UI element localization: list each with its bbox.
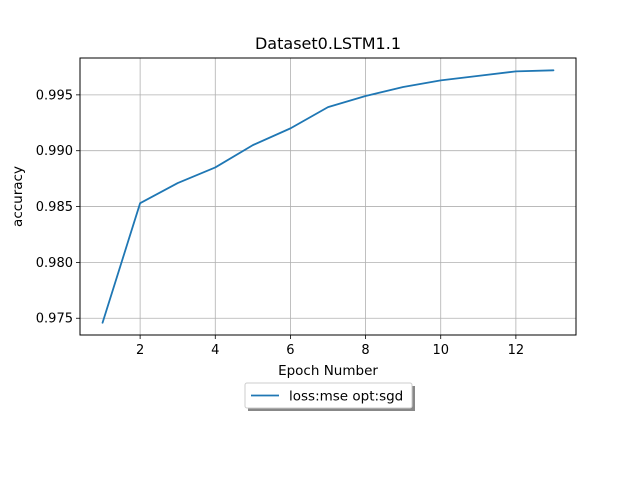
plot-frame bbox=[79, 57, 577, 336]
y-tick-label: 0.990 bbox=[36, 144, 73, 159]
x-axis: 2 4 6 8 10 12 bbox=[136, 335, 524, 358]
y-tick-label: 0.995 bbox=[36, 88, 73, 103]
y-tick-label: 0.980 bbox=[36, 256, 73, 271]
y-tick-label: 0.975 bbox=[36, 312, 73, 327]
x-tick-label: 4 bbox=[211, 343, 219, 358]
grid-lines bbox=[80, 58, 576, 335]
series-layer bbox=[101, 69, 555, 324]
series-line bbox=[101, 69, 555, 324]
chart-title: Dataset0.LSTM1.1 bbox=[255, 34, 401, 53]
legend: loss:mse opt:sgd bbox=[244, 382, 415, 411]
legend-label: loss:mse opt:sgd bbox=[289, 389, 403, 405]
y-tick-label: 0.985 bbox=[36, 200, 73, 215]
x-tick-label: 6 bbox=[286, 343, 294, 358]
x-tick-label: 2 bbox=[136, 343, 144, 358]
x-axis-label: Epoch Number bbox=[278, 363, 378, 379]
x-tick-label: 12 bbox=[508, 343, 525, 358]
legend-box bbox=[244, 382, 413, 409]
y-axis: 0.975 0.980 0.985 0.990 0.995 bbox=[36, 88, 80, 327]
x-tick-label: 8 bbox=[361, 343, 369, 358]
y-axis-label: accuracy bbox=[10, 166, 26, 227]
x-tick-label: 10 bbox=[432, 343, 449, 358]
